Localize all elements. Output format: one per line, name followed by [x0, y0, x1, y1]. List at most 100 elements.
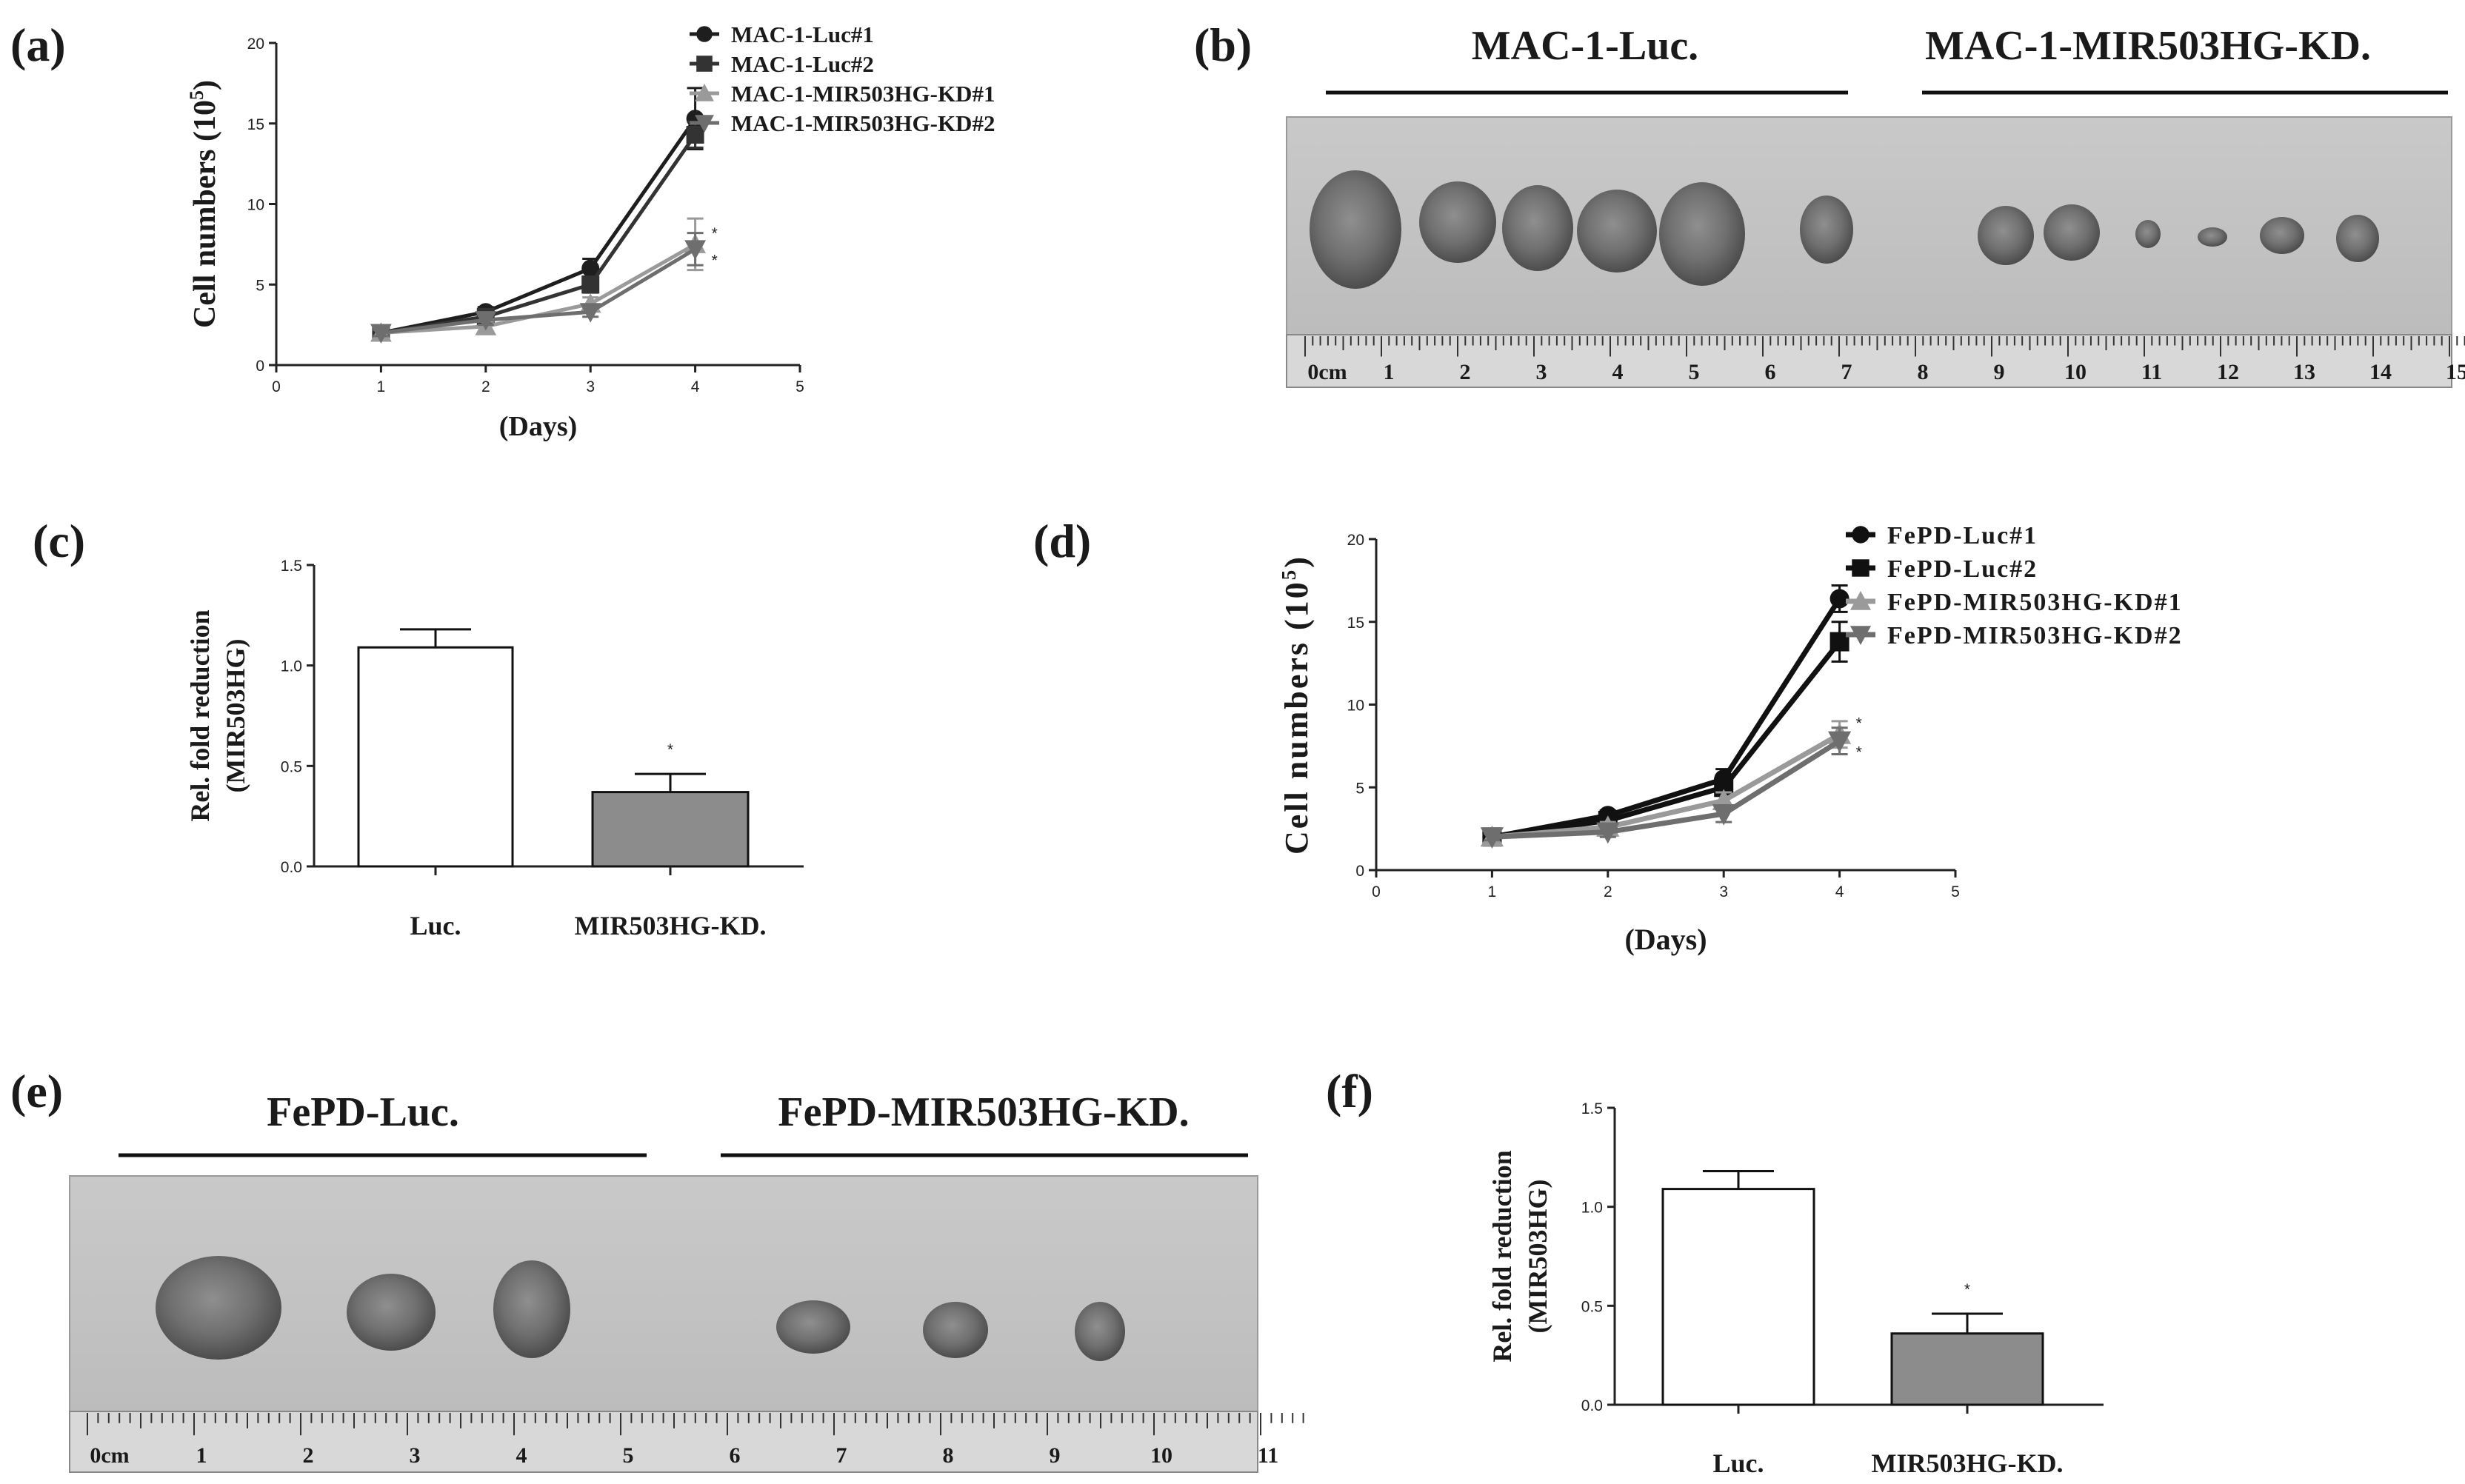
- data-point: [1596, 822, 1620, 844]
- x-tick-label: 1: [377, 378, 386, 395]
- ruler-number: 0cm: [1307, 360, 1347, 384]
- category-label: Luc.: [410, 911, 461, 940]
- bar-2: [591, 791, 750, 868]
- legend-entry: FePD-Luc#1: [1887, 522, 2038, 549]
- chart-c-bar: 0.0 0.5 1.0 1.5 Rel. fold reduction (MIR503HG…: [185, 558, 804, 940]
- legend-entry: MAC-1-Luc#2: [731, 51, 874, 77]
- y-tick-label: 1.0: [1581, 1200, 1603, 1217]
- data-point: [1829, 589, 1849, 609]
- y-tick-label: 0.0: [1581, 1397, 1603, 1414]
- ruler-ticks: [1304, 336, 2465, 357]
- group-label-mac1-luc: MAC-1-Luc.: [1472, 23, 1698, 69]
- significance-star: *: [712, 225, 718, 242]
- data-point: [370, 324, 392, 344]
- significance-star: *: [1964, 1281, 1970, 1298]
- tumor: [156, 1256, 281, 1360]
- ruler-number: 3: [1536, 360, 1547, 384]
- ruler-number: 7: [836, 1443, 847, 1468]
- significance-star: *: [667, 741, 673, 758]
- y-tick-label: 10: [247, 197, 264, 214]
- x-tick-label: 3: [1719, 883, 1728, 900]
- ruler-number: 8: [943, 1443, 954, 1468]
- tumor: [493, 1260, 570, 1358]
- x-tick-label: 5: [1951, 883, 1960, 900]
- ruler-number: 11: [1258, 1443, 1278, 1468]
- data-point: [581, 259, 600, 278]
- tumor: [2135, 220, 2161, 248]
- data-point: [1712, 804, 1735, 826]
- panel-label-a: (a): [10, 19, 66, 71]
- y-tick-label: 10: [1347, 698, 1364, 715]
- y-tick-label: 0.5: [1581, 1298, 1603, 1315]
- x-tick-label: 2: [481, 378, 490, 395]
- x-tick-label: 1: [1488, 883, 1497, 900]
- legend-entry: MAC-1-MIR503HG-KD#2: [731, 110, 995, 136]
- ruler-number: 9: [1050, 1443, 1061, 1468]
- x-axis-label: (Days): [1624, 923, 1707, 956]
- ruler-number: 8: [1918, 360, 1929, 384]
- series-line-4: [1492, 738, 1841, 840]
- group-label-fepd-kd: FePD-MIR503HG-KD.: [778, 1089, 1189, 1135]
- y-axis-label: Rel. fold reduction: [1487, 1150, 1517, 1362]
- y-tick-label: 0: [1355, 863, 1364, 880]
- ruler-number: 1: [196, 1443, 207, 1468]
- x-tick-label: 0: [1372, 883, 1381, 900]
- y-axis-label: Cell numbers (105): [186, 80, 222, 328]
- tumor: [1800, 195, 1853, 264]
- y-tick-label: 0: [256, 358, 264, 375]
- ruler-number: 6: [1765, 360, 1776, 384]
- bar-1: [357, 646, 514, 868]
- x-tick-label: 2: [1604, 883, 1612, 900]
- series-line-4: [381, 247, 696, 335]
- group-label-fepd-luc: FePD-Luc.: [267, 1089, 459, 1135]
- panel-label-f: (f): [1326, 1065, 1373, 1117]
- legend-entry: FePD-Luc#2: [1887, 555, 2038, 583]
- tumor: [1502, 185, 1573, 271]
- tumor: [1978, 206, 2034, 265]
- category-label: MIR503HG-KD.: [575, 911, 767, 940]
- ruler-numbers: 0cm 1 2 3 4 5 6 7 8 9 10 11: [90, 1443, 1278, 1468]
- ruler-number: 3: [410, 1443, 421, 1468]
- ruler-number: 14: [2369, 360, 2392, 384]
- tumor: [1419, 181, 1496, 263]
- data-point: [1480, 827, 1504, 849]
- series-line-1: [380, 117, 697, 335]
- ruler-number: 6: [730, 1443, 741, 1468]
- bar-2: [1890, 1332, 2044, 1406]
- y-axis-label: Cell numbers (105): [1278, 555, 1315, 855]
- ruler-number: 7: [1841, 360, 1852, 384]
- y-tick-label: 1.5: [281, 558, 302, 575]
- tumor: [2336, 215, 2379, 262]
- ruler-number: 0cm: [90, 1443, 129, 1468]
- ruler-number: 15: [2446, 360, 2465, 384]
- category-label: Luc.: [1712, 1448, 1764, 1478]
- significance-star: *: [712, 252, 718, 269]
- legend-entry: FePD-MIR503HG-KD#2: [1887, 622, 2183, 649]
- legend-marker: [1849, 626, 1872, 646]
- x-tick-label: 4: [691, 378, 700, 395]
- panel-label-c: (c): [33, 515, 85, 567]
- chart-a-growth-curve: 0 5 10 15 20 0 1 2 3 4 5 (Days) Cell numbers (105) * *…: [186, 21, 995, 442]
- legend-marker: [1849, 590, 1872, 610]
- tumor: [347, 1274, 436, 1351]
- series-line-2: [1491, 640, 1842, 840]
- panel-e-tumor-photo: FePD-Luc. FePD-MIR503HG-KD. 0cm 1 2 3 4 5 6 7 8 9…: [69, 1089, 1304, 1473]
- data-point: [686, 125, 704, 144]
- tumor: [2044, 204, 2100, 261]
- legend-entry: FePD-MIR503HG-KD#1: [1887, 589, 2183, 616]
- legend-marker: [696, 26, 713, 42]
- tumor: [2198, 227, 2227, 247]
- y-tick-label: 1.0: [281, 658, 302, 675]
- y-tick-label: 20: [1347, 532, 1364, 549]
- tumor: [1577, 190, 1657, 273]
- data-point: [684, 240, 706, 260]
- data-point: [579, 303, 601, 323]
- tumor: [1659, 182, 1745, 286]
- ruler-number: 11: [2141, 360, 2162, 384]
- panel-label-e: (e): [10, 1065, 63, 1117]
- panel-label-d: (d): [1033, 515, 1091, 567]
- ruler-number: 1: [1384, 360, 1395, 384]
- ruler-number: 4: [516, 1443, 527, 1468]
- ruler-number: 10: [1150, 1443, 1173, 1468]
